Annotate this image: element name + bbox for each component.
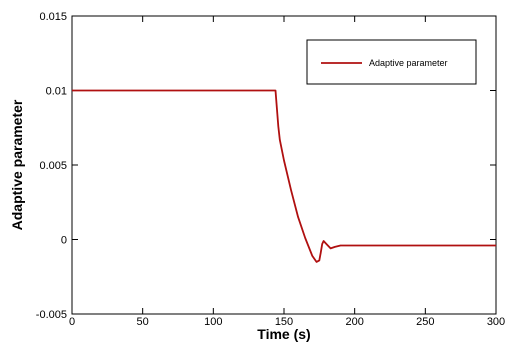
y-tick-label: 0.015 [39, 11, 67, 23]
x-tick-label: 100 [204, 316, 222, 328]
legend-box [306, 39, 477, 85]
x-tick-label: 50 [137, 316, 149, 328]
legend: Adaptive parameter [306, 39, 477, 85]
y-tick-label: 0.005 [39, 160, 67, 172]
x-tick-label: 200 [345, 316, 363, 328]
x-tick-label: 250 [416, 316, 434, 328]
x-axis-ticks: 0 50 100 150 200 250 300 [69, 16, 505, 328]
x-tick-label: 300 [487, 316, 505, 328]
x-tick-label: 0 [69, 316, 75, 328]
x-tick-label: 150 [275, 316, 293, 328]
y-tick-label: 0.01 [46, 86, 67, 98]
x-axis-title: Time (s) [257, 326, 310, 342]
y-axis-ticks: -0.005 0 0.005 0.01 0.015 [36, 11, 496, 321]
adaptive-parameter-line [72, 89, 496, 263]
y-tick-label: 0 [61, 235, 67, 247]
y-axis-title: Adaptive parameter [9, 99, 25, 230]
legend-label: Adaptive parameter [369, 58, 448, 68]
y-tick-label: -0.005 [36, 309, 67, 321]
